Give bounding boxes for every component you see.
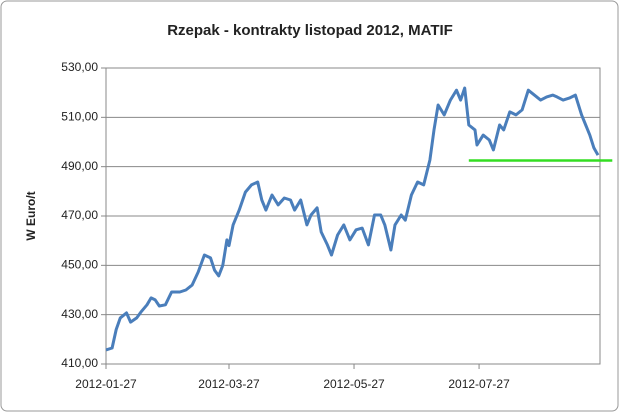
chart-title: Rzepak - kontrakty listopad 2012, MATIF bbox=[167, 22, 453, 39]
y-tick-label: 410,00 bbox=[61, 356, 98, 370]
y-tick-label: 470,00 bbox=[61, 208, 98, 222]
y-tick-label: 490,00 bbox=[61, 159, 98, 173]
y-tick-label: 530,00 bbox=[61, 60, 98, 74]
y-tick-label: 430,00 bbox=[61, 307, 98, 321]
x-tick-label: 2012-07-27 bbox=[448, 377, 510, 391]
x-tick-label: 2012-05-27 bbox=[323, 377, 385, 391]
y-tick-label: 450,00 bbox=[61, 258, 98, 272]
y-tick-label: 510,00 bbox=[61, 110, 98, 124]
series-line bbox=[105, 86, 600, 352]
x-tick-label: 2012-03-27 bbox=[198, 377, 260, 391]
x-tick-label: 2012-01-27 bbox=[75, 377, 137, 391]
y-axis-label: W Euro/t bbox=[24, 191, 38, 240]
